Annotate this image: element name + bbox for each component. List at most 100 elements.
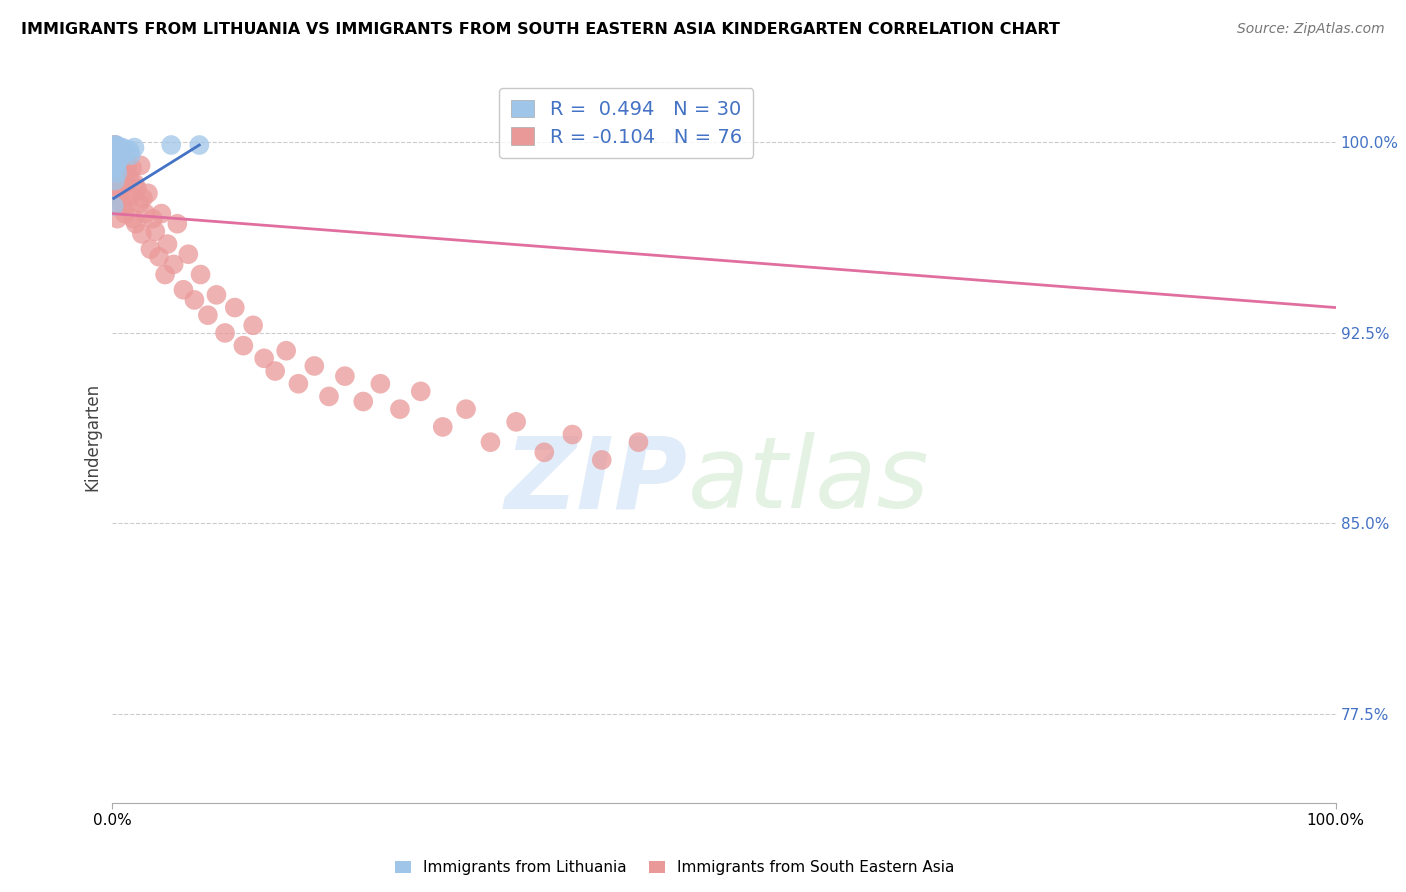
- Point: [114, 206, 136, 220]
- Point: [105, 145, 128, 160]
- Point: [108, 151, 131, 165]
- Point: [627, 435, 650, 450]
- Point: [264, 364, 287, 378]
- Point: [128, 196, 150, 211]
- Point: [107, 145, 129, 160]
- Point: [112, 166, 135, 180]
- Point: [121, 161, 143, 175]
- Y-axis label: Kindergarten: Kindergarten: [83, 383, 101, 491]
- Point: [142, 211, 165, 226]
- Point: [105, 145, 128, 160]
- Point: [105, 143, 128, 157]
- Point: [505, 415, 527, 429]
- Point: [125, 181, 148, 195]
- Text: atlas: atlas: [688, 433, 929, 530]
- Point: [242, 318, 264, 333]
- Point: [454, 402, 477, 417]
- Point: [105, 161, 128, 175]
- Point: [253, 351, 276, 366]
- Point: [533, 445, 555, 459]
- Text: IMMIGRANTS FROM LITHUANIA VS IMMIGRANTS FROM SOUTH EASTERN ASIA KINDERGARTEN COR: IMMIGRANTS FROM LITHUANIA VS IMMIGRANTS …: [21, 22, 1060, 37]
- Point: [107, 153, 129, 168]
- Point: [103, 140, 125, 154]
- Point: [591, 453, 613, 467]
- Point: [143, 224, 166, 238]
- Point: [110, 181, 132, 195]
- Point: [177, 247, 200, 261]
- Point: [333, 369, 356, 384]
- Point: [276, 343, 298, 358]
- Point: [115, 145, 138, 160]
- Point: [120, 148, 142, 162]
- Point: [104, 173, 127, 187]
- Point: [114, 143, 136, 157]
- Text: ZIP: ZIP: [505, 433, 688, 530]
- Point: [370, 376, 392, 391]
- Point: [107, 173, 129, 187]
- Point: [111, 199, 134, 213]
- Point: [318, 389, 340, 403]
- Point: [479, 435, 502, 450]
- Point: [103, 148, 125, 162]
- Legend: Immigrants from Lithuania, Immigrants from South Eastern Asia: Immigrants from Lithuania, Immigrants fr…: [391, 855, 959, 880]
- Point: [139, 242, 162, 256]
- Point: [287, 376, 309, 391]
- Point: [104, 153, 127, 168]
- Point: [104, 186, 127, 201]
- Point: [105, 140, 128, 154]
- Point: [172, 283, 194, 297]
- Point: [136, 186, 159, 201]
- Point: [352, 394, 374, 409]
- Text: Source: ZipAtlas.com: Source: ZipAtlas.com: [1237, 22, 1385, 37]
- Point: [124, 140, 146, 154]
- Point: [105, 166, 128, 180]
- Point: [115, 161, 138, 175]
- Point: [104, 138, 127, 153]
- Point: [304, 359, 326, 373]
- Point: [214, 326, 236, 340]
- Point: [103, 138, 125, 153]
- Point: [105, 140, 128, 154]
- Point: [160, 138, 183, 153]
- Point: [107, 143, 129, 157]
- Point: [108, 140, 131, 154]
- Point: [132, 191, 155, 205]
- Point: [153, 268, 176, 282]
- Point: [103, 145, 125, 160]
- Legend: R =  0.494   N = 30, R = -0.104   N = 76: R = 0.494 N = 30, R = -0.104 N = 76: [499, 88, 754, 158]
- Point: [148, 250, 170, 264]
- Point: [105, 138, 128, 153]
- Point: [166, 217, 188, 231]
- Point: [111, 153, 134, 168]
- Point: [129, 158, 152, 172]
- Point: [122, 211, 145, 226]
- Point: [117, 196, 139, 211]
- Point: [156, 237, 179, 252]
- Point: [409, 384, 432, 399]
- Point: [124, 176, 146, 190]
- Point: [183, 293, 205, 307]
- Point: [112, 145, 135, 160]
- Point: [224, 301, 246, 315]
- Point: [131, 227, 153, 241]
- Point: [197, 308, 219, 322]
- Point: [103, 161, 125, 175]
- Point: [188, 138, 211, 153]
- Point: [205, 288, 228, 302]
- Point: [125, 217, 148, 231]
- Point: [432, 420, 454, 434]
- Point: [110, 143, 132, 157]
- Point: [104, 138, 127, 153]
- Point: [108, 151, 131, 165]
- Point: [105, 156, 128, 170]
- Point: [104, 156, 127, 170]
- Point: [232, 338, 254, 352]
- Point: [115, 176, 138, 190]
- Point: [104, 143, 127, 157]
- Point: [108, 191, 131, 205]
- Point: [103, 166, 125, 180]
- Point: [115, 145, 138, 160]
- Point: [105, 199, 128, 213]
- Point: [120, 189, 142, 203]
- Point: [110, 143, 132, 157]
